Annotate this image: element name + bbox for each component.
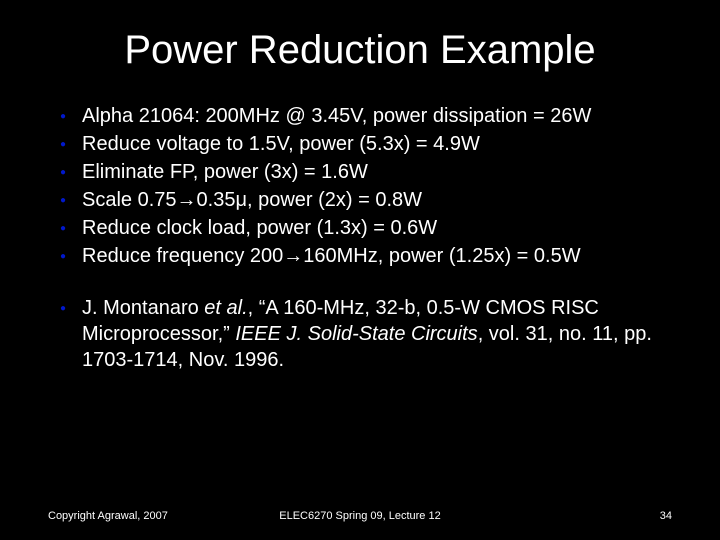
bullet-text: Eliminate FP, power (3x) = 1.6W bbox=[82, 159, 666, 185]
bullet-icon: ● bbox=[60, 131, 82, 151]
bullet-icon: ● bbox=[60, 159, 82, 179]
citation-text: J. Montanaro et al., “A 160-MHz, 32-b, 0… bbox=[82, 295, 666, 373]
bullet-icon: ● bbox=[60, 243, 82, 263]
list-item: ● Reduce clock load, power (1.3x) = 0.6W bbox=[60, 215, 666, 241]
list-item: ● Scale 0.75→0.35μ, power (2x) = 0.8W bbox=[60, 187, 666, 213]
bullet-icon: ● bbox=[60, 103, 82, 123]
bullet-text: Alpha 21064: 200MHz @ 3.45V, power dissi… bbox=[82, 103, 666, 129]
list-item-citation: ● J. Montanaro et al., “A 160-MHz, 32-b,… bbox=[60, 295, 666, 373]
bullet-icon: ● bbox=[60, 215, 82, 235]
footer-copyright: Copyright Agrawal, 2007 bbox=[48, 510, 256, 522]
list-item: ● Reduce frequency 200→160MHz, power (1.… bbox=[60, 243, 666, 269]
footer-page-number: 34 bbox=[464, 510, 672, 522]
citation-journal: IEEE J. Solid-State Circuits bbox=[235, 323, 477, 345]
footer-course: ELEC6270 Spring 09, Lecture 12 bbox=[256, 510, 464, 522]
bullet-icon: ● bbox=[60, 187, 82, 207]
slide-footer: Copyright Agrawal, 2007 ELEC6270 Spring … bbox=[0, 510, 720, 522]
citation-etal: et al. bbox=[204, 297, 247, 319]
slide: Power Reduction Example ● Alpha 21064: 2… bbox=[0, 0, 720, 540]
bullet-icon: ● bbox=[60, 295, 82, 315]
bullet-text: Scale 0.75→0.35μ, power (2x) = 0.8W bbox=[82, 187, 666, 213]
slide-body: ● Alpha 21064: 200MHz @ 3.45V, power dis… bbox=[48, 103, 672, 373]
bullet-text: Reduce frequency 200→160MHz, power (1.25… bbox=[82, 243, 666, 269]
slide-title: Power Reduction Example bbox=[48, 28, 672, 73]
bullet-text: Reduce voltage to 1.5V, power (5.3x) = 4… bbox=[82, 131, 666, 157]
citation-prefix: J. Montanaro bbox=[82, 297, 204, 319]
list-item: ● Reduce voltage to 1.5V, power (5.3x) =… bbox=[60, 131, 666, 157]
list-item: ● Eliminate FP, power (3x) = 1.6W bbox=[60, 159, 666, 185]
bullet-text: Reduce clock load, power (1.3x) = 0.6W bbox=[82, 215, 666, 241]
bullet-list: ● Alpha 21064: 200MHz @ 3.45V, power dis… bbox=[60, 103, 666, 373]
list-item: ● Alpha 21064: 200MHz @ 3.45V, power dis… bbox=[60, 103, 666, 129]
